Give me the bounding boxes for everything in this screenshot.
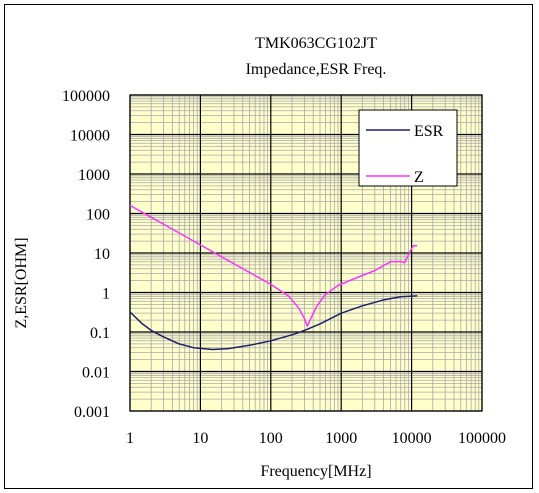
- x-tick-label: 100000: [458, 430, 506, 447]
- y-tick-label: 1000: [78, 167, 110, 184]
- x-axis-label: Frequency[MHz]: [260, 463, 371, 480]
- y-axis-label: Z,ESR[OHM]: [13, 237, 30, 328]
- plot-border: [129, 94, 483, 412]
- legend-esr-label: ESR: [414, 123, 444, 140]
- chart-title: TMK063CG102JT: [255, 35, 377, 52]
- y-tick-label: 100000: [62, 88, 110, 105]
- y-tick-label: 10: [94, 246, 110, 263]
- x-tick-label: 1: [126, 430, 134, 447]
- x-tick-label: 100: [259, 430, 283, 447]
- y-tick-label: 1: [102, 286, 110, 303]
- series-z-line: [129, 204, 418, 327]
- y-tick-label: 10000: [70, 128, 110, 145]
- chart-subtitle: Impedance,ESR Freq.: [246, 61, 387, 78]
- series-esr-line: [129, 295, 418, 351]
- y-tick-label: 100: [86, 207, 110, 224]
- y-tick-label: 0.01: [82, 365, 110, 382]
- y-tick-label: 0.001: [74, 404, 110, 421]
- x-tick-label: 10000: [392, 430, 432, 447]
- legend-z-label: Z: [414, 169, 424, 186]
- y-tick-label: 0.1: [90, 325, 110, 342]
- legend-box: [358, 109, 458, 187]
- x-tick-label: 1000: [325, 430, 357, 447]
- x-tick-label: 10: [192, 430, 208, 447]
